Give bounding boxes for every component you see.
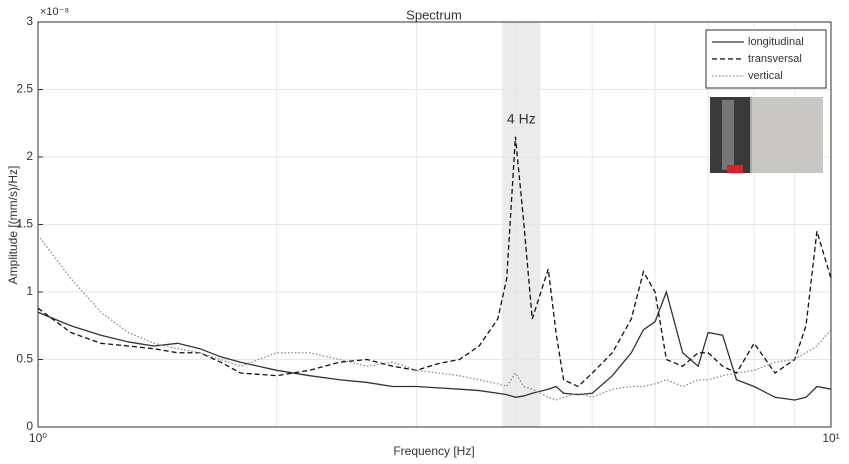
- legend-label: transversal: [748, 53, 802, 65]
- y-tick-label: 1: [26, 284, 33, 298]
- legend-box: [705, 29, 827, 89]
- y-tick-label: 3: [26, 14, 33, 28]
- inset-photo: [710, 97, 823, 173]
- series-line: [37, 136, 832, 388]
- y-tick-label: 0: [26, 419, 33, 433]
- y-axis-label: Amplitude [(mm/s)/Hz]: [6, 166, 20, 285]
- chart-title: Spectrum: [406, 7, 462, 22]
- x-tick-label: 10¹: [822, 431, 839, 445]
- y-tick-label: 2.5: [16, 82, 33, 96]
- x-axis-label: Frequency [Hz]: [393, 444, 474, 458]
- y-tick-label: 0.5: [16, 352, 33, 366]
- x-tick-label: 10⁰: [29, 431, 47, 445]
- legend-label: vertical: [748, 70, 783, 82]
- legend-label: longitudinal: [748, 36, 804, 48]
- annotation: 4 Hz: [507, 111, 536, 127]
- series-line: [37, 234, 832, 401]
- y-tick-label: 2: [26, 149, 33, 163]
- y-exponent: ×10⁻⁸: [40, 6, 69, 18]
- series-line: [37, 289, 832, 401]
- plot-frame: [37, 21, 832, 428]
- y-tick-label: 1.5: [16, 217, 33, 231]
